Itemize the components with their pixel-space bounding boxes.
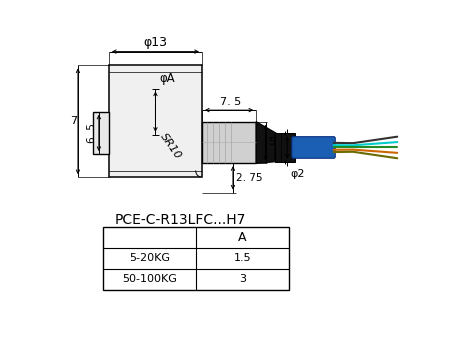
Text: 50-100KG: 50-100KG [122, 274, 177, 284]
Text: 7. 5: 7. 5 [220, 97, 241, 107]
Text: 2. 75: 2. 75 [236, 173, 262, 183]
Text: 5-20KG: 5-20KG [129, 253, 170, 263]
Text: 3: 3 [239, 274, 246, 284]
Text: φA: φA [159, 72, 175, 85]
Text: 7: 7 [71, 116, 78, 126]
Bar [94, 112, 109, 154]
Text: SR10: SR10 [158, 132, 184, 161]
Text: 5: 5 [269, 137, 275, 148]
Bar [275, 133, 295, 162]
Text: φ13: φ13 [144, 36, 167, 48]
Bar [109, 65, 202, 177]
Polygon shape [256, 122, 276, 163]
Bar [202, 122, 256, 163]
Polygon shape [256, 122, 276, 163]
Polygon shape [275, 135, 284, 160]
Bar [103, 227, 289, 289]
FancyBboxPatch shape [292, 137, 335, 158]
Text: A: A [238, 231, 247, 244]
Text: 6. 5: 6. 5 [87, 123, 97, 143]
Text: 1.5: 1.5 [234, 253, 251, 263]
Text: PCE-C-R13LFC...H7: PCE-C-R13LFC...H7 [115, 213, 246, 227]
Text: φ2: φ2 [290, 169, 305, 179]
